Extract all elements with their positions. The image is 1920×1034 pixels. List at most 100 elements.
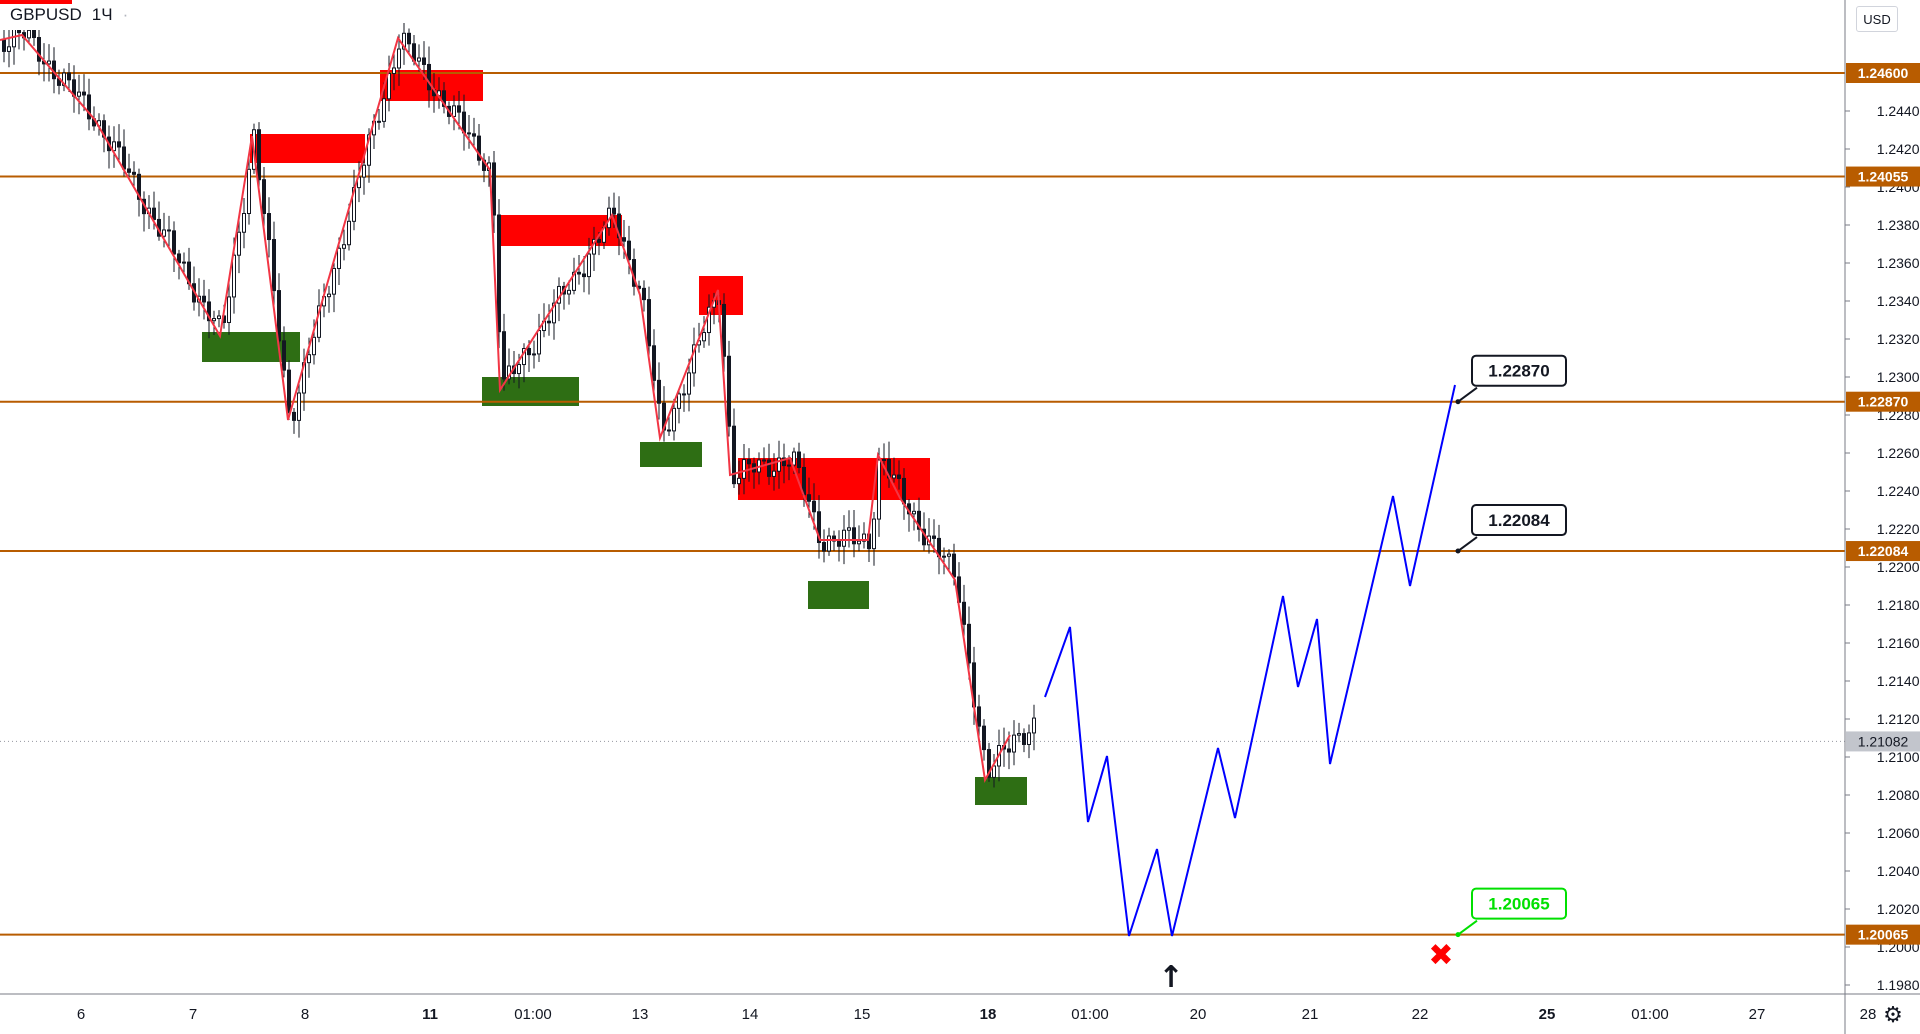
candle-body <box>7 46 11 52</box>
candle-body <box>287 369 291 413</box>
candle-body <box>152 207 156 220</box>
candle-body <box>182 261 186 264</box>
last-price-badge <box>1846 731 1920 752</box>
candle-body <box>537 330 541 355</box>
candle-body <box>112 141 116 152</box>
currency-badge[interactable]: USD <box>1856 6 1898 32</box>
y-tick-label: 1.20400 <box>1877 863 1920 879</box>
candle-body <box>32 29 36 39</box>
level-price-label: 1.22084 <box>1858 543 1909 559</box>
candle-body <box>682 393 686 396</box>
y-tick-label: 1.24400 <box>1877 103 1920 119</box>
candle-body <box>247 168 251 214</box>
candle-body <box>377 120 381 123</box>
y-tick-label: 1.20200 <box>1877 901 1920 917</box>
level-price-badge <box>1846 63 1920 83</box>
candle-body <box>952 553 956 578</box>
candle-body <box>672 407 676 432</box>
candle-body <box>442 90 446 107</box>
candle-body <box>397 48 401 69</box>
callout-label: 1.22084 <box>1488 511 1550 530</box>
candle-body <box>427 63 431 91</box>
y-tick-label: 1.20600 <box>1877 825 1920 841</box>
candle-body <box>892 474 896 479</box>
level-price-label: 1.22870 <box>1858 394 1909 410</box>
candle-body <box>1022 733 1026 745</box>
candle-body <box>747 459 751 465</box>
candle-body <box>297 392 301 421</box>
y-tick-label: 1.22400 <box>1877 483 1920 499</box>
callout-label: 1.20065 <box>1488 895 1549 914</box>
candle-body <box>217 315 221 320</box>
candle-body <box>572 271 576 291</box>
interval-label: 1Ч <box>91 5 113 24</box>
candle-body <box>847 527 851 531</box>
x-tick-label: 15 <box>854 1006 871 1023</box>
x-tick-label: 21 <box>1302 1006 1319 1023</box>
candle-body <box>732 425 736 485</box>
level-price-label: 1.24600 <box>1858 65 1909 81</box>
y-tick-label: 1.21600 <box>1877 635 1920 651</box>
x-tick-label: 11 <box>422 1006 438 1023</box>
candle-body <box>812 500 816 513</box>
candle-body <box>122 146 126 170</box>
y-tick-label: 1.21400 <box>1877 673 1920 689</box>
candle-body <box>27 29 31 39</box>
candle-body <box>492 162 496 216</box>
candle-body <box>327 293 331 298</box>
candle-body <box>532 353 536 356</box>
demand-zone <box>975 777 1027 805</box>
candle-body <box>242 212 246 233</box>
y-tick-label: 1.19800 <box>1877 977 1920 993</box>
candle-body <box>367 134 371 166</box>
y-tick-label: 1.23800 <box>1877 217 1920 233</box>
candle-body <box>612 207 616 215</box>
candle-body <box>467 132 471 135</box>
candle-body <box>702 332 706 342</box>
candle-body <box>797 451 801 468</box>
candle-body <box>962 601 966 625</box>
y-tick-label: 1.22000 <box>1877 559 1920 575</box>
x-tick-label: 01:00 <box>1071 1006 1109 1023</box>
candle-body <box>387 72 391 100</box>
x-tick-label: 7 <box>189 1006 197 1023</box>
candle-body <box>857 540 861 545</box>
up-arrow-icon: ↑ <box>1158 960 1183 995</box>
candle-body <box>267 213 271 241</box>
candle-body <box>37 37 41 62</box>
x-tick-label: 13 <box>632 1006 649 1023</box>
candle-body <box>2 39 6 52</box>
symbol-name: GBPUSD <box>10 5 82 24</box>
level-price-label: 1.20065 <box>1858 927 1909 943</box>
callout-box <box>1471 354 1567 387</box>
candle-body <box>817 511 821 544</box>
callout-pointer <box>1457 536 1478 552</box>
candle-body <box>307 354 311 364</box>
candle-body <box>587 253 591 278</box>
gear-icon[interactable]: ⚙ <box>1883 1002 1903 1027</box>
candle-body <box>687 372 691 395</box>
candle-body <box>477 135 481 161</box>
y-tick-label: 1.23400 <box>1877 293 1920 309</box>
x-tick-label: 20 <box>1190 1006 1207 1023</box>
y-tick-label: 1.21800 <box>1877 597 1920 613</box>
x-tick-label: 6 <box>77 1006 85 1023</box>
candle-body <box>877 459 881 520</box>
candle-body <box>362 164 366 178</box>
candle-body <box>772 470 776 477</box>
candle-body <box>647 299 651 347</box>
candle-body <box>782 457 786 467</box>
candle-body <box>347 220 351 246</box>
candle-body <box>227 296 231 323</box>
candle-body <box>232 254 236 298</box>
candle-body <box>177 253 181 264</box>
candle-body <box>77 91 81 97</box>
symbol-header[interactable]: GBPUSD 1Ч · <box>0 0 139 30</box>
level-price-badge <box>1846 391 1920 412</box>
candle-body <box>312 336 316 356</box>
candle-body <box>897 474 901 479</box>
y-tick-label: 1.22200 <box>1877 521 1920 537</box>
candle-body <box>737 477 741 485</box>
candle-body <box>137 173 141 200</box>
